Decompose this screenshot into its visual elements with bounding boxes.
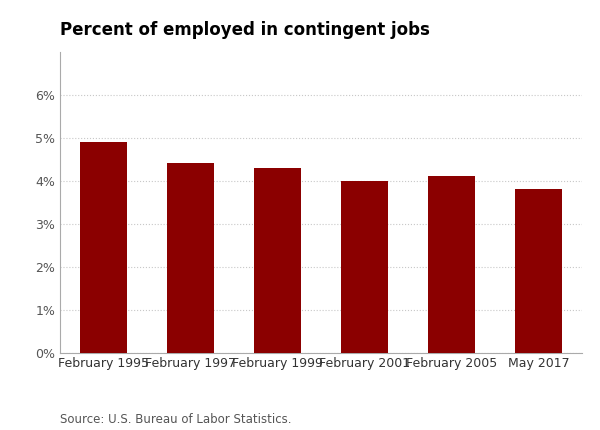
Bar [80,142,127,353]
Bar [341,181,388,353]
Text: Source: U.S. Bureau of Labor Statistics.: Source: U.S. Bureau of Labor Statistics. [60,413,292,426]
Bar [428,176,475,353]
Text: Percent of employed in contingent jobs: Percent of employed in contingent jobs [60,21,430,39]
Bar [515,189,562,353]
Bar [167,163,214,353]
Bar [254,168,301,353]
